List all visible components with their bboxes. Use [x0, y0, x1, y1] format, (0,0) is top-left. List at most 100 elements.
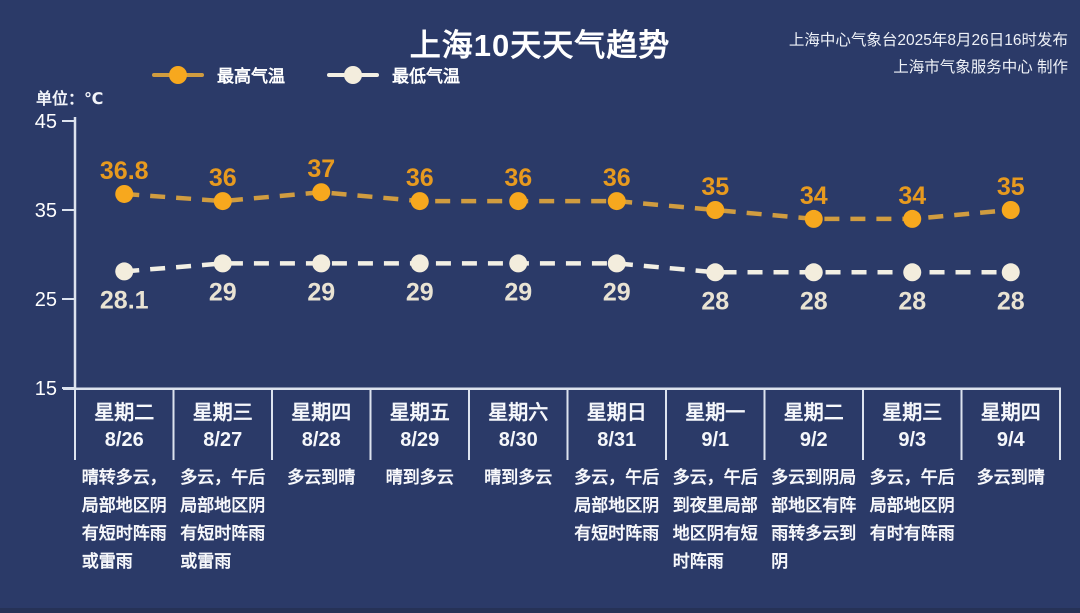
y-tick-label: 25 — [35, 289, 57, 311]
date-label: 8/28 — [301, 429, 341, 451]
weekday-label: 星期二 — [94, 402, 155, 424]
forecast-cell: 晴到多云 — [469, 464, 568, 576]
low-temp-marker — [903, 263, 922, 282]
chart-legend: 最高气温 最低气温 — [152, 62, 460, 87]
date-label: 8/31 — [597, 429, 637, 451]
forecast-text-line: 有时有阵雨 — [869, 524, 955, 543]
forecast-text-line: 雨转多云到 — [771, 524, 857, 543]
weekday-label: 星期一 — [685, 402, 746, 424]
forecast-cell: 多云，午后 局部地区阴 有时有阵雨 — [863, 464, 962, 576]
forecast-text-line: 局部地区阴 — [869, 496, 955, 515]
forecast-cell: 多云到阴局 部地区有阵 雨转多云到阴 — [765, 464, 864, 576]
forecast-text-line: 或雷雨 — [81, 552, 133, 571]
legend-dot — [169, 65, 187, 84]
source-line-2: 上海市气象服务中心 制作 — [893, 59, 1068, 76]
y-tick-label: 15 — [35, 378, 57, 400]
high-temp-value-label: 34 — [800, 182, 828, 210]
high-temp-value-label: 36 — [603, 164, 631, 192]
forecast-text-line: 多云，午后 — [672, 468, 758, 487]
high-temp-value-label: 36 — [209, 164, 237, 192]
high-temp-value-label: 34 — [898, 182, 926, 210]
forecast-text-line: 局部地区阴 — [81, 496, 167, 515]
date-label: 9/2 — [799, 429, 828, 451]
low-temp-marker — [509, 254, 528, 273]
weekday-label: 星期四 — [291, 402, 352, 424]
high-temp-value-label: 36 — [406, 164, 434, 192]
day-column: 星期六 8/30 — [469, 400, 568, 454]
high-temp-marker — [410, 192, 429, 211]
low-temp-line — [124, 261, 1011, 275]
forecast-text-line: 多云，午后 — [180, 468, 266, 487]
forecast-text-line: 多云，午后 — [574, 468, 660, 487]
low-temp-value-label: 28 — [997, 287, 1025, 315]
weekday-label: 星期二 — [783, 402, 844, 424]
high-temp-marker — [312, 183, 331, 202]
low-temp-value-label: 28 — [898, 287, 926, 315]
forecast-text-line: 局部地区阴 — [180, 496, 266, 515]
high-temp-marker — [213, 192, 232, 211]
date-label: 9/3 — [898, 429, 927, 451]
high-temp-marker — [903, 209, 922, 228]
low-temp-value-label: 29 — [209, 278, 237, 306]
forecast-text-line: 多云到晴 — [976, 468, 1045, 487]
low-temp-value-label: 29 — [504, 278, 532, 306]
day-column: 星期三 9/3 — [863, 400, 962, 454]
high-temp-marker — [1001, 201, 1020, 219]
high-temp-value-label: 36 — [504, 164, 532, 192]
forecast-text: 多云到晴 — [977, 464, 1045, 576]
forecast-text-line: 地区阴有短 — [672, 524, 758, 543]
low-temp-marker — [706, 263, 725, 282]
unit-label: 单位：℃ — [36, 91, 104, 108]
page-title: 上海10天天气趋势 — [409, 28, 671, 63]
day-column: 星期四 9/4 — [962, 400, 1061, 454]
low-temp-value-label: 28 — [800, 287, 828, 315]
forecast-text-line: 晴到多云 — [484, 468, 553, 487]
legend-dot — [344, 65, 362, 84]
forecast-text-line: 多云到晴 — [287, 468, 356, 487]
low-temp-marker — [213, 254, 232, 273]
high-temp-value-label: 35 — [997, 173, 1025, 201]
weekday-label: 星期五 — [389, 402, 450, 424]
high-temp-marker — [706, 201, 725, 219]
low-temp-marker — [607, 254, 626, 273]
high-temp-legend-marker-icon — [152, 65, 204, 84]
high-temp-marker — [804, 209, 823, 228]
day-column: 星期一 9/1 — [666, 400, 765, 454]
legend-item-high-temp: 最高气温 — [152, 62, 285, 87]
date-label: 8/29 — [400, 429, 440, 451]
weekday-label: 星期六 — [488, 402, 549, 424]
forecast-text-line: 局部地区阴 — [574, 496, 660, 515]
forecast-text-line: 有短时阵雨 — [574, 524, 660, 543]
forecast-text: 多云，午后局部地区阴有短时阵雨 — [574, 464, 659, 576]
legend-item-low-temp: 最低气温 — [327, 62, 460, 87]
low-temp-marker — [804, 263, 823, 282]
forecast-text-line: 部地区有阵 — [771, 496, 857, 515]
forecast-text: 多云，午后 局部地区阴 有时有阵雨 — [870, 464, 955, 576]
forecast-cell: 多云，午后到夜里局部地区阴有短时阵雨 — [666, 464, 765, 576]
forecast-text-line: 到夜里局部 — [672, 496, 758, 515]
forecast-cell: 多云到晴 — [272, 464, 371, 576]
forecast-text: 晴到多云 — [386, 464, 454, 576]
day-column: 星期日 8/31 — [568, 400, 667, 454]
forecast-cell: 多云，午后 局部地区阴 有短时阵雨 或雷雨 — [174, 464, 273, 576]
day-column: 星期三 8/27 — [174, 400, 273, 454]
date-label: 9/4 — [996, 429, 1025, 451]
legend-label-low-temp: 最低气温 — [392, 67, 460, 86]
forecast-text-line: 时阵雨 — [672, 552, 724, 571]
bottom-edge-strip — [0, 608, 1080, 613]
forecast-text: 多云，午后到夜里局部地区阴有短时阵雨 — [673, 464, 758, 576]
day-column: 星期二 9/2 — [765, 400, 864, 454]
weekday-label: 星期日 — [586, 402, 647, 424]
forecast-cell: 晴到多云 — [371, 464, 470, 576]
forecast-text-line: 或雷雨 — [180, 552, 232, 571]
source-info: 上海中心气象台2025年8月26日16时发布 上海市气象服务中心 制作 — [789, 27, 1068, 81]
low-temp-value-label: 29 — [307, 278, 335, 306]
weekday-label: 星期三 — [882, 402, 943, 424]
high-temp-marker — [509, 192, 528, 211]
high-temp-marker — [607, 192, 626, 211]
low-temp-marker — [115, 262, 134, 281]
low-temp-value-label: 28 — [701, 287, 729, 315]
forecast-text-line: 有短时阵雨 — [81, 524, 167, 543]
